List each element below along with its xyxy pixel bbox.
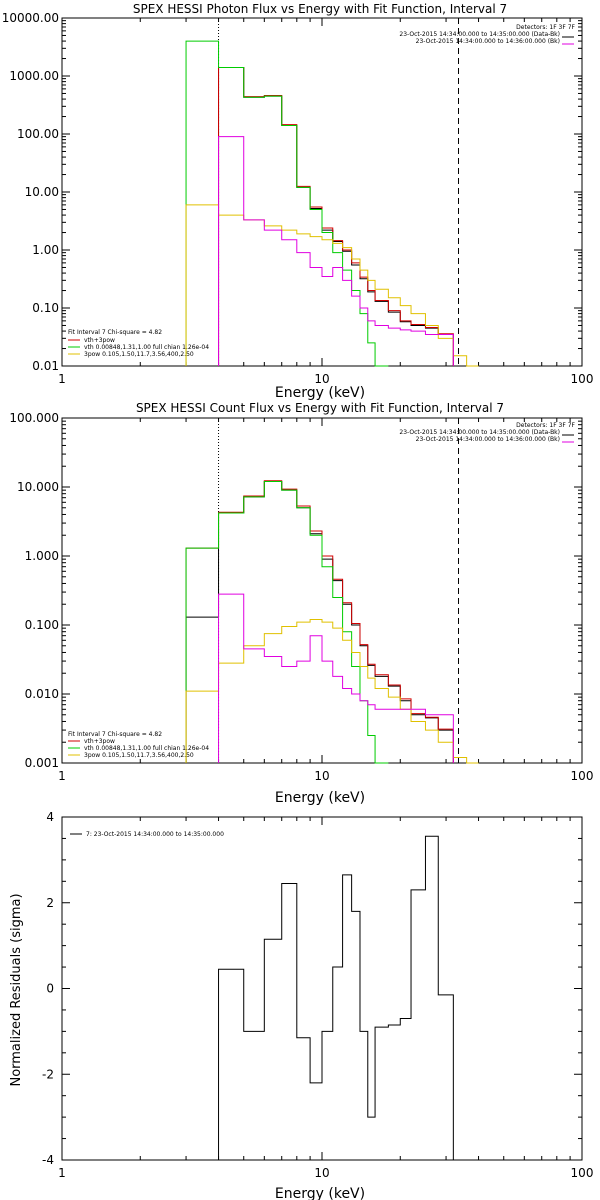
panel2-x-tick-label: 1 bbox=[58, 769, 66, 783]
panel3-y-tick-label: 0 bbox=[46, 982, 54, 996]
panel2-series-3pow-0-105-1-50-11-7-3-56-400-2-50 bbox=[185, 619, 479, 764]
panel1-legend-fit-total: vth+3pow bbox=[84, 337, 115, 344]
panel3-x-tick-label: 100 bbox=[571, 1166, 594, 1180]
panel1-legend-fit-thermal: vth 0.00848,1.31,1.00 full chian 1.26e-0… bbox=[84, 344, 209, 351]
panel1-y-tick-label: 0.01 bbox=[32, 359, 59, 373]
panel2-legend-fit-total: vth+3pow bbox=[84, 738, 115, 745]
panel1-y-tick-label: 0.10 bbox=[32, 301, 59, 315]
panel1-y-tick-label: 100.00 bbox=[17, 127, 59, 141]
panel1-x-tick-label: 100 bbox=[571, 372, 594, 386]
panel3-ylabel: Normalized Residuals (sigma) bbox=[9, 893, 24, 1086]
panel2-y-tick-label: 0.100 bbox=[25, 618, 59, 632]
panel2-y-tick-label: 0.001 bbox=[25, 756, 59, 770]
panel1-series-vth-0-00848-1-31-1-00-full-chian-1-26e-04 bbox=[185, 40, 389, 367]
panel3-y-tick-label: -2 bbox=[42, 1067, 54, 1081]
panel1-bk-interval: 23-Oct-2015 14:34:00.000 to 14:36:00.000… bbox=[416, 38, 560, 45]
panel1-y-tick-label: 1000.00 bbox=[9, 69, 59, 83]
panel2-y-tick-label: 10.000 bbox=[17, 480, 59, 494]
panel1-y-tick-label: 10.00 bbox=[25, 185, 59, 199]
panel2-bk-interval: 23-Oct-2015 14:34:00.000 to 14:36:00.000… bbox=[416, 436, 560, 443]
panel1-fit-header: Fit Interval 7 Chi-square = 4.82 bbox=[68, 329, 162, 336]
panel3-legend-label: 7: 23-Oct-2015 14:34:00.000 to 14:35:00.… bbox=[86, 831, 224, 838]
panel2-y-tick-label: 0.010 bbox=[25, 687, 59, 701]
panel1-xlabel: Energy (keV) bbox=[275, 385, 365, 401]
panel2-y-tick-label: 100.000 bbox=[9, 411, 59, 425]
panel2-legend-fit-thermal: vth 0.00848,1.31,1.00 full chian 1.26e-0… bbox=[84, 745, 209, 752]
panel3-y-tick-label: 4 bbox=[46, 810, 54, 824]
panel2-series-bk bbox=[218, 593, 454, 763]
panel2-fit-header: Fit Interval 7 Chi-square = 4.82 bbox=[68, 731, 162, 738]
panel1-x-tick-label: 1 bbox=[58, 372, 66, 386]
panel3-xlabel: Energy (keV) bbox=[275, 1186, 365, 1200]
panel2-legend-fit-powerlaw: 3pow 0.105,1.50,11.7,3.56,400,2.50 bbox=[84, 752, 194, 759]
panel2-xlabel: Energy (keV) bbox=[275, 790, 365, 806]
panel2-detectors: Detectors: 1F 3F 7F bbox=[516, 422, 575, 429]
panel1-series-bk bbox=[218, 136, 454, 366]
panel1-legend-fit-powerlaw: 3pow 0.105,1.50,11.7,3.56,400,2.50 bbox=[84, 351, 194, 358]
panel1-data-interval: 23-Oct-2015 14:34:00.000 to 14:35:00.000… bbox=[399, 31, 560, 38]
panel2-data-interval: 23-Oct-2015 14:34:00.000 to 14:35:00.000… bbox=[399, 429, 560, 436]
panel2-x-tick-label: 100 bbox=[571, 769, 594, 783]
panel2-title: SPEX HESSI Count Flux vs Energy with Fit… bbox=[136, 401, 504, 415]
panel3-x-tick-label: 10 bbox=[314, 1166, 329, 1180]
panel3-series-7-23-oct-2015-14-34-00-000-to-14-35-00-000 bbox=[218, 835, 454, 1160]
panel1-y-tick-label: 1.00 bbox=[32, 243, 59, 257]
panel1-y-tick-label: 10000.00 bbox=[2, 11, 59, 25]
panel2-y-tick-label: 1.000 bbox=[25, 549, 59, 563]
panel1-x-tick-label: 10 bbox=[314, 372, 329, 386]
panel2-x-tick-label: 10 bbox=[314, 769, 329, 783]
panel1-title: SPEX HESSI Photon Flux vs Energy with Fi… bbox=[133, 2, 507, 16]
panel3-x-tick-label: 1 bbox=[58, 1166, 66, 1180]
panel3-y-tick-label: -4 bbox=[42, 1153, 54, 1167]
panel3-y-tick-label: 2 bbox=[46, 896, 54, 910]
panel1-detectors: Detectors: 1F 3F 7F bbox=[516, 24, 575, 31]
